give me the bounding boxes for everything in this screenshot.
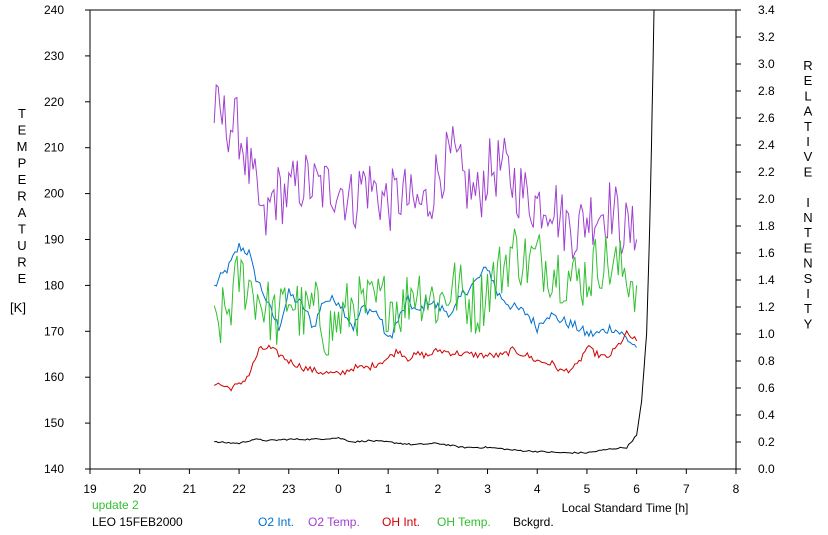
x-tick-label: 19 (83, 482, 97, 496)
series-line-oh_int (213, 329, 638, 392)
x-tick-label: 20 (133, 482, 147, 496)
right-tick-label: 1.0 (758, 327, 775, 341)
left-tick-label: 210 (44, 141, 64, 155)
left-axis-title-letter: E (18, 123, 27, 138)
right-tick-label: 2.8 (758, 84, 775, 98)
left-tick-label: 240 (44, 3, 64, 17)
right-tick-label: 2.2 (758, 165, 775, 179)
right-axis-title-letter: L (804, 88, 811, 103)
right-axis-title-letter: Y (804, 316, 813, 331)
left-axis-title-letter: T (18, 106, 26, 121)
right-axis-title-letter: E (804, 73, 813, 88)
right-tick-label: 1.2 (758, 300, 775, 314)
right-axis-title-letter: E (804, 164, 813, 179)
right-tick-label: 3.4 (758, 3, 775, 17)
left-axis-title-letter: P (18, 156, 27, 171)
x-tick-label: 22 (232, 482, 246, 496)
right-axis-title-letter: I (806, 134, 810, 149)
left-axis-title-letter: R (17, 189, 26, 204)
right-tick-label: 3.2 (758, 30, 775, 44)
right-axis-title-letter: T (804, 225, 812, 240)
right-tick-label: 2.0 (758, 192, 775, 206)
right-tick-label: 1.6 (758, 246, 775, 260)
right-tick-label: 0.6 (758, 381, 775, 395)
series-line-bckgrd (214, 9, 655, 455)
right-axis-title-letter: I (806, 195, 810, 210)
left-axis-title-letter: U (17, 238, 26, 253)
right-axis-title-letter: V (804, 149, 813, 164)
x-tick-label: 4 (534, 482, 541, 496)
left-tick-label: 220 (44, 95, 64, 109)
site-date-label: LEO 15FEB2000 (92, 515, 183, 529)
left-tick-label: 200 (44, 187, 64, 201)
right-tick-label: 1.8 (758, 219, 775, 233)
x-axis-title: Local Standard Time [h] (562, 501, 689, 515)
series-line-o2_int (214, 242, 638, 348)
x-axis: 19 20 21 22 23 0 1 2 3 4 5 6 7 8 (83, 469, 740, 496)
right-tick-label: 3.0 (758, 57, 775, 71)
right-axis-title-letter: I (806, 286, 810, 301)
left-tick-label: 230 (44, 49, 64, 63)
right-axis-title-letter: N (803, 210, 812, 225)
right-tick-label: 0.4 (758, 408, 775, 422)
right-axis-title-letter: T (804, 119, 812, 134)
left-y-axis: 140 150 160 170 180 190 200 210 220 230 240 (44, 3, 90, 476)
x-tick-label: 21 (183, 482, 197, 496)
legend-item-oh_int: OH Int. (382, 515, 420, 529)
left-axis-title-letter: E (18, 172, 27, 187)
left-axis-title-letter: R (17, 255, 26, 270)
x-tick-label: 5 (584, 482, 591, 496)
left-tick-label: 150 (44, 416, 64, 430)
left-axis-title-letter: E (18, 271, 27, 286)
x-tick-label: 0 (335, 482, 342, 496)
left-tick-label: 140 (44, 462, 64, 476)
left-tick-label: 170 (44, 324, 64, 338)
right-tick-label: 2.4 (758, 138, 775, 152)
right-axis-title-letter: N (803, 256, 812, 271)
left-tick-label: 190 (44, 233, 64, 247)
right-tick-label: 0.2 (758, 435, 775, 449)
series-layer (213, 9, 655, 455)
legend-item-bckgrd: Bckgrd. (513, 515, 554, 529)
left-axis-unit: [K] (10, 300, 26, 315)
right-tick-label: 0.8 (758, 354, 775, 368)
legend-item-oh_temp: OH Temp. (437, 515, 491, 529)
update-label: update 2 (92, 498, 139, 512)
x-tick-label: 7 (683, 482, 690, 496)
x-tick-label: 1 (385, 482, 392, 496)
x-tick-label: 23 (282, 482, 296, 496)
right-tick-label: 2.6 (758, 111, 775, 125)
right-y-axis: 0.0 0.2 0.4 0.6 0.8 1.0 1.2 1.4 1.6 1.8 2.0 2.2 2.4 2… (736, 3, 775, 476)
left-axis-title-letter: T (18, 222, 26, 237)
series-line-oh_temp (213, 228, 638, 356)
right-axis-title-letter: E (804, 240, 813, 255)
right-axis-title-letter: A (804, 104, 813, 119)
right-tick-label: 0.0 (758, 462, 775, 476)
x-tick-label: 2 (435, 482, 442, 496)
right-axis-title-letter: S (804, 271, 813, 286)
x-tick-label: 6 (633, 482, 640, 496)
legend: O2 Int. O2 Temp. OH Int. OH Temp. Bckgrd. (258, 515, 554, 529)
left-tick-label: 180 (44, 278, 64, 292)
x-tick-label: 8 (733, 482, 740, 496)
right-axis-title-letter: R (803, 58, 812, 73)
plot-frame (89, 9, 737, 470)
left-axis-title-letter: A (18, 205, 27, 220)
legend-item-o2_temp: O2 Temp. (308, 515, 360, 529)
right-axis-title-letter: T (804, 301, 812, 316)
right-tick-label: 1.4 (758, 273, 775, 287)
left-tick-label: 160 (44, 370, 64, 384)
x-tick-label: 3 (484, 482, 491, 496)
legend-item-o2_int: O2 Int. (258, 515, 294, 529)
series-line-o2_temp (213, 83, 638, 260)
left-axis-title-letter: M (17, 139, 28, 154)
